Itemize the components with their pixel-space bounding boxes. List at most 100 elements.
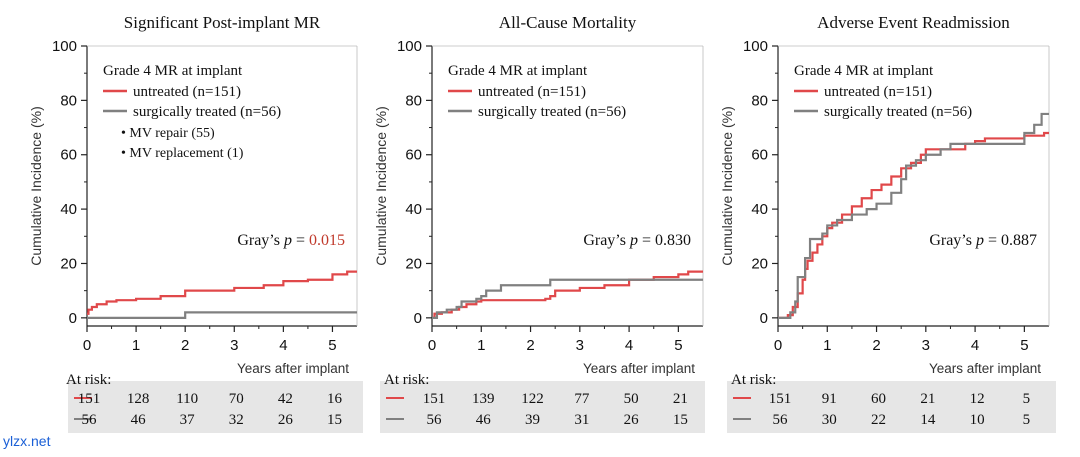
p-eq: = bbox=[638, 232, 655, 249]
at-risk-value: 15 bbox=[673, 412, 688, 428]
at-risk-value: 46 bbox=[476, 412, 492, 428]
y-tick-label: 20 bbox=[751, 255, 768, 272]
x-tick-label: 0 bbox=[428, 337, 436, 354]
p-value-text: Gray’s p = 0.015 bbox=[237, 232, 345, 249]
at-risk-value: 139 bbox=[472, 391, 495, 407]
x-tick-label: 1 bbox=[477, 337, 485, 354]
p-symbol: p bbox=[975, 232, 984, 249]
x-tick-label: 2 bbox=[526, 337, 534, 354]
at-risk-value: 122 bbox=[521, 391, 544, 407]
x-tick-label: 4 bbox=[971, 337, 979, 354]
p-eq: = bbox=[984, 232, 1001, 249]
at-risk-value: 5 bbox=[1023, 412, 1031, 428]
x-axis-label: Years after implant bbox=[237, 361, 349, 376]
series-line-untreated bbox=[87, 270, 357, 315]
at-risk-value: 26 bbox=[278, 412, 294, 428]
x-tick-label: 3 bbox=[230, 337, 238, 354]
x-tick-label: 4 bbox=[279, 337, 287, 354]
legend-title: Grade 4 MR at implant bbox=[794, 63, 934, 79]
x-tick-label: 4 bbox=[625, 337, 633, 354]
y-tick-label: 80 bbox=[405, 92, 422, 109]
y-tick-label: 80 bbox=[60, 92, 77, 109]
y-tick-label: 20 bbox=[405, 255, 422, 272]
at-risk-value: 60 bbox=[871, 391, 886, 407]
series-line-surgical bbox=[778, 112, 1049, 319]
legend-entry: untreated (n=151) bbox=[478, 84, 586, 100]
p-symbol: p bbox=[283, 232, 292, 249]
y-tick-label: 0 bbox=[69, 310, 77, 327]
x-tick-label: 1 bbox=[132, 337, 140, 354]
x-tick-label: 3 bbox=[922, 337, 930, 354]
y-tick-label: 100 bbox=[743, 38, 768, 55]
legend-sub-entry: • MV replacement (1) bbox=[121, 146, 244, 161]
x-tick-label: 0 bbox=[83, 337, 91, 354]
p-prefix: Gray’s bbox=[583, 232, 630, 249]
y-tick-label: 100 bbox=[52, 38, 77, 55]
at-risk-value: 21 bbox=[920, 391, 935, 407]
y-tick-label: 100 bbox=[397, 38, 422, 55]
at-risk-background bbox=[727, 381, 1056, 433]
at-risk-value: 10 bbox=[970, 412, 985, 428]
at-risk-value: 12 bbox=[970, 391, 985, 407]
at-risk-label: At risk: bbox=[66, 372, 111, 388]
y-axis-label: Cumulative Incidence (%) bbox=[719, 106, 735, 266]
legend-entry: surgically treated (n=56) bbox=[478, 104, 626, 120]
y-axis-label: Cumulative Incidence (%) bbox=[373, 106, 389, 266]
legend-entry: untreated (n=151) bbox=[133, 84, 241, 100]
x-tick-label: 3 bbox=[576, 337, 584, 354]
chart-title: Adverse Event Readmission bbox=[817, 13, 1010, 32]
at-risk-value: 31 bbox=[574, 412, 589, 428]
series-line-untreated bbox=[432, 270, 703, 319]
x-tick-label: 5 bbox=[674, 337, 682, 354]
at-risk-value: 16 bbox=[327, 391, 343, 407]
x-tick-label: 2 bbox=[872, 337, 880, 354]
at-risk-value: 56 bbox=[427, 412, 443, 428]
x-tick-label: 0 bbox=[774, 337, 782, 354]
at-risk-value: 26 bbox=[624, 412, 640, 428]
at-risk-value: 151 bbox=[769, 391, 792, 407]
y-tick-label: 0 bbox=[414, 310, 422, 327]
at-risk-value: 56 bbox=[773, 412, 789, 428]
legend-entry: untreated (n=151) bbox=[824, 84, 932, 100]
at-risk-value: 128 bbox=[127, 391, 150, 407]
y-tick-label: 40 bbox=[60, 201, 77, 218]
x-axis-label: Years after implant bbox=[929, 361, 1041, 376]
chart-title: Significant Post-implant MR bbox=[124, 13, 321, 32]
at-risk-value: 151 bbox=[78, 391, 101, 407]
at-risk-value: 46 bbox=[131, 412, 147, 428]
y-tick-label: 80 bbox=[751, 92, 768, 109]
p-prefix: Gray’s bbox=[929, 232, 976, 249]
at-risk-value: 14 bbox=[920, 412, 936, 428]
y-tick-label: 20 bbox=[60, 255, 77, 272]
p-value-text: Gray’s p = 0.887 bbox=[929, 232, 1037, 249]
at-risk-value: 30 bbox=[822, 412, 837, 428]
at-risk-value: 151 bbox=[423, 391, 446, 407]
y-axis-label: Cumulative Incidence (%) bbox=[28, 106, 44, 266]
x-tick-label: 5 bbox=[328, 337, 336, 354]
p-value: 0.887 bbox=[1001, 232, 1037, 249]
y-tick-label: 60 bbox=[751, 147, 768, 164]
at-risk-value: 110 bbox=[176, 391, 198, 407]
p-eq: = bbox=[292, 232, 309, 249]
x-tick-label: 5 bbox=[1020, 337, 1028, 354]
x-tick-label: 1 bbox=[823, 337, 831, 354]
chart-panel-2: All-Cause Mortality 0 20 40 60 80 100 0 1 2 3 4 5 Cum… bbox=[373, 13, 705, 433]
y-tick-label: 60 bbox=[405, 147, 422, 164]
at-risk-background bbox=[380, 381, 705, 433]
legend-title: Grade 4 MR at implant bbox=[448, 63, 588, 79]
at-risk-label: At risk: bbox=[731, 372, 776, 388]
watermark: ylzx.net bbox=[3, 433, 51, 449]
legend-sub-entry: • MV repair (55) bbox=[121, 126, 215, 141]
at-risk-value: 15 bbox=[327, 412, 342, 428]
series-line-surgical bbox=[87, 311, 357, 319]
y-tick-label: 40 bbox=[751, 201, 768, 218]
legend-title: Grade 4 MR at implant bbox=[103, 63, 243, 79]
at-risk-value: 22 bbox=[871, 412, 886, 428]
p-value-text: Gray’s p = 0.830 bbox=[583, 232, 691, 249]
x-tick-label: 2 bbox=[181, 337, 189, 354]
y-tick-label: 60 bbox=[60, 147, 77, 164]
at-risk-value: 91 bbox=[822, 391, 837, 407]
y-tick-label: 40 bbox=[405, 201, 422, 218]
